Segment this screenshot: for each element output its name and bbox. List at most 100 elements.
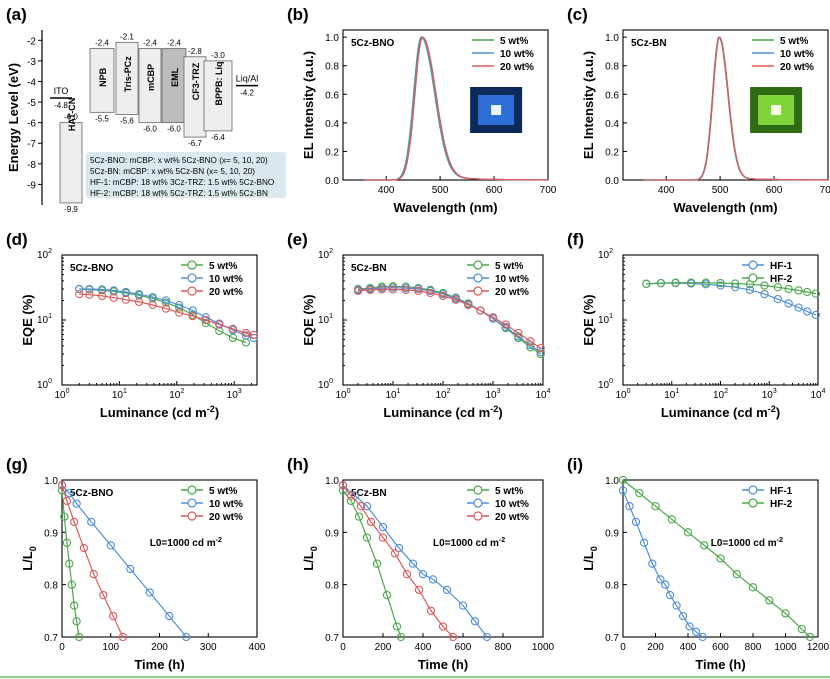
x-tick-label: 800: [495, 642, 512, 653]
data-point: [683, 528, 693, 537]
x-axis-label: Time (h): [695, 657, 745, 672]
legend-label: 20 wt%: [780, 62, 814, 73]
layer-name: Tris-PCz: [123, 56, 133, 93]
panel-tag: (e): [287, 230, 308, 249]
data-point: [353, 286, 363, 296]
x-tick-label: 1000: [532, 642, 555, 653]
data-point: [797, 624, 806, 634]
legend-label: 5 wt%: [495, 486, 523, 497]
layer-box: [203, 60, 233, 132]
series-line: [358, 288, 542, 349]
data-point: [731, 279, 740, 288]
data-point: [803, 287, 812, 297]
data-point: [773, 283, 782, 292]
x-tick-label: 103: [762, 388, 777, 401]
legend-label: 20 wt%: [495, 287, 529, 298]
x-tick-label: 100: [615, 388, 630, 401]
y-axis-label: EQE (%): [20, 294, 35, 345]
data-point: [372, 559, 382, 568]
layer-level-label: -4.8: [54, 101, 68, 110]
panel-tag: (d): [6, 230, 28, 249]
data-point: [75, 289, 84, 299]
legend-label: 10 wt%: [780, 49, 814, 60]
data-point: [70, 517, 79, 527]
layer-top-label: -2.4: [95, 39, 109, 48]
data-point: [362, 502, 372, 511]
layer-top-label: -3.0: [211, 51, 225, 60]
data-point: [488, 313, 498, 322]
panel-tag: (h): [287, 455, 309, 474]
x-tick-label: 101: [385, 388, 400, 401]
data-point: [106, 541, 115, 550]
layer-name: CF3-TRZ: [191, 62, 201, 100]
legend-label: 20 wt%: [209, 287, 243, 298]
chart-lifetime-5czbn: 0 200 400 600 800 1000 0.7 0.8 0.9 1.0 Time (h) L/L…: [301, 476, 555, 672]
layer-box: [115, 41, 139, 115]
data-point: [665, 590, 675, 600]
y-axis-label: L/L0: [301, 546, 319, 571]
layer-box: [89, 48, 115, 113]
data-point: [175, 308, 184, 317]
data-point: [87, 517, 96, 527]
chart-el-5czbn: 400 500 600 700 0.0 0.2 0.4 0.6 0.8 1.0 Wavelength…: [581, 29, 830, 215]
layer-top-label: -2.1: [120, 32, 134, 41]
data-point: [392, 622, 402, 631]
x-tick-label: 600: [712, 642, 729, 653]
layer-label: ITO: [54, 86, 69, 96]
data-point: [442, 585, 452, 595]
legend-label: 5 wt%: [495, 261, 523, 272]
x-tick-label: 1000: [774, 642, 797, 653]
data-point: [476, 306, 485, 315]
y-tick-label: 0.9: [44, 528, 58, 539]
y-tick-label: 0.8: [325, 581, 339, 592]
series-line: [342, 484, 454, 638]
layer-label: Liq/Al: [236, 74, 259, 84]
y-axis-label: Energy Level (eV): [6, 63, 21, 172]
data-point: [656, 278, 666, 288]
y-tick-label: 0.9: [325, 528, 339, 539]
data-point: [390, 549, 400, 558]
x-tick-label: 800: [745, 642, 762, 653]
data-point: [661, 580, 670, 589]
data-point: [72, 617, 81, 626]
legend-marker: [473, 273, 483, 283]
data-point: [685, 622, 694, 631]
data-point: [794, 286, 803, 295]
legend-label: 5 wt%: [500, 36, 528, 47]
legend-label: 10 wt%: [495, 274, 529, 285]
data-point: [700, 541, 709, 550]
data-point: [811, 310, 820, 320]
composition-note: HF-2: mCBP: 18 wt% 5Cz-TRZ: 1.5 wt% 5Cz-…: [90, 189, 268, 198]
data-point: [377, 285, 387, 294]
data-point: [396, 632, 406, 642]
data-point: [438, 291, 448, 301]
x-tick-label: 0: [340, 642, 346, 653]
x-axis-label: Wavelength (nm): [673, 200, 777, 215]
data-point: [765, 596, 774, 605]
data-point: [65, 559, 74, 568]
x-tick-label: 103: [485, 388, 500, 401]
series-line: [622, 479, 811, 638]
data-point: [698, 632, 707, 642]
data-point: [134, 297, 144, 307]
data-point: [99, 590, 108, 600]
y-tick-label: 0.0: [605, 176, 619, 187]
layer-top-label: -2.8: [188, 47, 202, 56]
y-tick-label: 102: [598, 248, 613, 261]
x-tick-label: 500: [432, 185, 449, 196]
y-axis-label: EQE (%): [301, 294, 316, 345]
legend-label: 5 wt%: [209, 486, 237, 497]
data-point: [89, 570, 98, 579]
data-point: [773, 294, 782, 304]
data-point: [109, 293, 118, 302]
data-point: [201, 313, 210, 322]
x-tick-label: 400: [680, 642, 697, 653]
y-tick-label: -2: [27, 36, 36, 47]
x-tick-label: 101: [664, 388, 679, 401]
data-point: [60, 512, 69, 521]
data-point: [402, 570, 412, 579]
data-point: [72, 499, 81, 508]
y-axis-label: L/L0: [581, 546, 599, 571]
plot-frame: [342, 29, 549, 181]
sample-label: 5Cz-BN: [351, 263, 387, 274]
